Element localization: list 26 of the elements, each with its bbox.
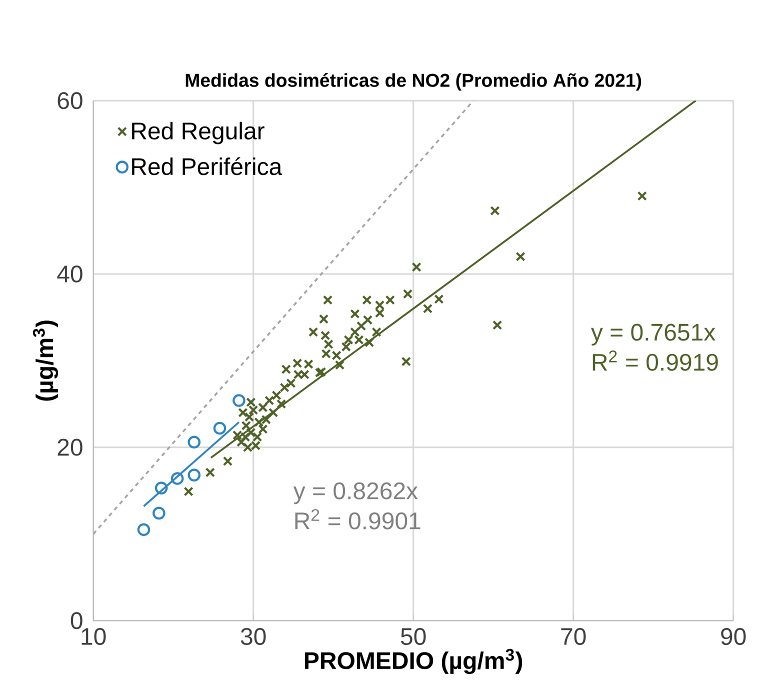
text: PROMEDIO (µg/m$^{3}$) (305, 648, 522, 674)
annotation: R$^{2}$ = 0.9919 (592, 350, 718, 371)
text: (µg/m$^{3}$) (32, 320, 58, 401)
x-tick-label: 10 (82, 628, 106, 646)
annotation: R$^{2}$ = 0.9901 (295, 509, 420, 530)
legend-label: Red Regular (132, 122, 264, 144)
x-tick-label: 70 (561, 628, 586, 646)
point (170, 472, 184, 485)
y-tick-label: 40 (57, 265, 82, 282)
point (232, 394, 246, 407)
annotation: y = 0.7651x (590, 324, 716, 346)
point (213, 422, 226, 435)
chart-title: Medidas dosimétricas de NO2 (Promedio Año 2021) (186, 73, 642, 91)
x-tick-label: 30 (240, 628, 266, 646)
annotation: y = 0.8262x (293, 482, 418, 504)
x-tick-label: 90 (721, 628, 746, 646)
x-tick-label: 50 (400, 628, 426, 646)
y-tick-label: 60 (58, 92, 82, 110)
y-tick-label: 20 (58, 438, 82, 456)
point (188, 436, 201, 449)
point (154, 482, 168, 494)
legend-label: Red Periférica (132, 157, 282, 176)
point (137, 523, 150, 536)
y-tick-label: 0 (70, 612, 82, 630)
point (152, 506, 166, 520)
point (188, 468, 201, 482)
